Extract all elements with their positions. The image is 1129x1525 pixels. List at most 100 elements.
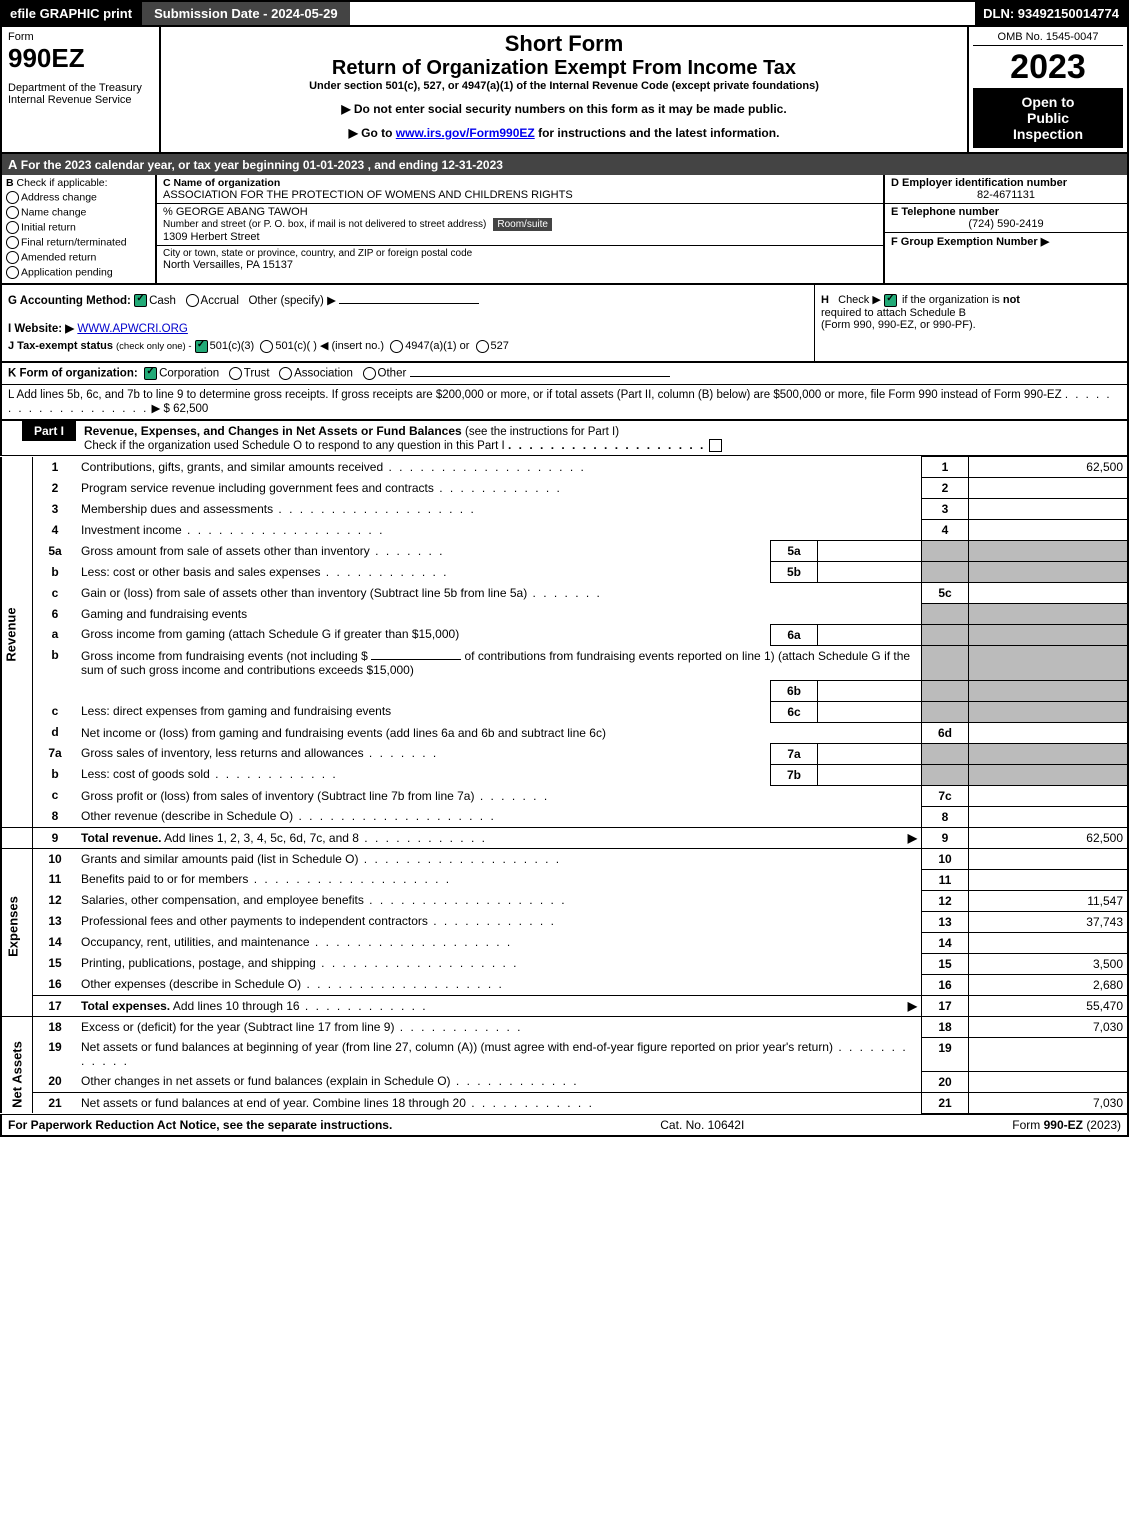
h-block: H Check ▶ if the organization is not req… (814, 285, 1127, 361)
line-6d: d Net income or (loss) from gaming and f… (1, 722, 1128, 743)
corp-check[interactable] (144, 367, 157, 380)
header-right: OMB No. 1545-0047 2023 Open to Public In… (969, 27, 1127, 152)
line-2: 2 Program service revenue including gove… (1, 478, 1128, 499)
501c3-label: 501(c)(3) (210, 340, 255, 352)
l6b-blank[interactable] (371, 659, 461, 660)
l5b-desc: Less: cost or other basis and sales expe… (81, 565, 320, 579)
j-label: J Tax-exempt status (8, 340, 113, 352)
omb-number: OMB No. 1545-0047 (973, 31, 1123, 46)
l11-box: 11 (922, 869, 969, 890)
g-label: G Accounting Method: (8, 295, 131, 307)
l6c-desc: Less: direct expenses from gaming and fu… (81, 704, 391, 718)
line-20: 20 Other changes in net assets or fund b… (1, 1071, 1128, 1092)
527-check[interactable] (476, 340, 489, 353)
l12-num: 12 (33, 890, 78, 911)
l8-val (969, 806, 1129, 827)
l7b-grey2 (969, 764, 1129, 785)
l2-desc: Program service revenue including govern… (81, 481, 434, 495)
form-ref-1: Form (1012, 1118, 1040, 1132)
l1-num: 1 (33, 457, 78, 478)
amended-return-check[interactable] (6, 251, 19, 264)
line-19: 19 Net assets or fund balances at beginn… (1, 1037, 1128, 1071)
addr-change-check[interactable] (6, 191, 19, 204)
l16-box: 16 (922, 974, 969, 995)
pra-notice: For Paperwork Reduction Act Notice, see … (8, 1118, 392, 1132)
501c-check[interactable] (260, 340, 273, 353)
accrual-check[interactable] (186, 294, 199, 307)
l6-num: 6 (33, 604, 78, 625)
l6c-num: c (33, 701, 78, 722)
form-label: Form (8, 31, 153, 43)
l17-num: 17 (33, 995, 78, 1016)
l6-grey1 (922, 604, 969, 625)
l6-grey2 (969, 604, 1129, 625)
group-arrow: ▶ (1041, 236, 1049, 248)
l5b-subval (818, 562, 922, 583)
l18-box: 18 (922, 1016, 969, 1037)
initial-return-check[interactable] (6, 221, 19, 234)
4947-check[interactable] (390, 340, 403, 353)
cash-check[interactable] (134, 294, 147, 307)
l7a-num: 7a (33, 743, 78, 764)
form-ref-3: (2023) (1086, 1118, 1121, 1132)
trust-check[interactable] (229, 367, 242, 380)
netassets-label: Net Assets (10, 1029, 25, 1119)
line-5a: 5a Gross amount from sale of assets othe… (1, 541, 1128, 562)
l16-val: 2,680 (969, 974, 1129, 995)
line-15: 15 Printing, publications, postage, and … (1, 953, 1128, 974)
l2-num: 2 (33, 478, 78, 499)
line-21: 21 Net assets or fund balances at end of… (1, 1092, 1128, 1113)
website-link[interactable]: WWW.APWCRI.ORG (77, 323, 188, 335)
efile-print-label[interactable]: efile GRAPHIC print (2, 2, 142, 25)
h-check[interactable] (884, 294, 897, 307)
l7a-subval (818, 743, 922, 764)
l8-num: 8 (33, 806, 78, 827)
name-change-check[interactable] (6, 206, 19, 219)
other-blank[interactable] (410, 376, 670, 377)
l21-val: 7,030 (969, 1092, 1129, 1113)
l3-box: 3 (922, 499, 969, 520)
final-return-check[interactable] (6, 236, 19, 249)
irs-link[interactable]: www.irs.gov/Form990EZ (396, 126, 535, 140)
line-8: 8 Other revenue (describe in Schedule O)… (1, 806, 1128, 827)
l15-desc: Printing, publications, postage, and shi… (81, 956, 316, 970)
part1-check[interactable] (709, 439, 722, 452)
l6c-subval (818, 701, 922, 722)
l15-val: 3,500 (969, 953, 1129, 974)
l5a-grey2 (969, 541, 1129, 562)
line-5c: c Gain or (loss) from sale of assets oth… (1, 583, 1128, 604)
line-11: 11 Benefits paid to or for members 11 (1, 869, 1128, 890)
l4-num: 4 (33, 520, 78, 541)
l6c-sub: 6c (771, 701, 818, 722)
l19-desc: Net assets or fund balances at beginning… (81, 1040, 833, 1054)
l10-val (969, 848, 1129, 869)
l20-num: 20 (33, 1071, 78, 1092)
city-state-zip: North Versailles, PA 15137 (163, 259, 877, 271)
line-7b: b Less: cost of goods sold 7b (1, 764, 1128, 785)
other-specify-blank[interactable] (339, 303, 479, 304)
l17-arrow: ▶ (908, 999, 917, 1013)
other-check[interactable] (363, 367, 376, 380)
room-label: Room/suite (493, 218, 552, 231)
l14-num: 14 (33, 932, 78, 953)
cash-label: Cash (149, 295, 176, 307)
l8-box: 8 (922, 806, 969, 827)
assoc-check[interactable] (279, 367, 292, 380)
l6b-desc1: Gross income from fundraising events (no… (81, 649, 368, 663)
l7c-val (969, 785, 1129, 806)
l19-num: 19 (33, 1037, 78, 1071)
name-change-label: Name change (21, 206, 86, 218)
line-12: 12 Salaries, other compensation, and emp… (1, 890, 1128, 911)
section-a-text: For the 2023 calendar year, or tax year … (21, 158, 503, 172)
l5a-subval (818, 541, 922, 562)
line-13: 13 Professional fees and other payments … (1, 911, 1128, 932)
l6b-grey1 (922, 645, 969, 680)
l16-desc: Other expenses (describe in Schedule O) (81, 977, 301, 991)
l20-box: 20 (922, 1071, 969, 1092)
501c3-check[interactable] (195, 340, 208, 353)
trust-label: Trust (244, 368, 270, 380)
instr2-pre: ▶ Go to (349, 126, 396, 140)
l9-desc2: Add lines 1, 2, 3, 4, 5c, 6d, 7c, and 8 (164, 831, 359, 845)
app-pending-check[interactable] (6, 266, 19, 279)
form-title-1: Short Form (167, 31, 961, 57)
